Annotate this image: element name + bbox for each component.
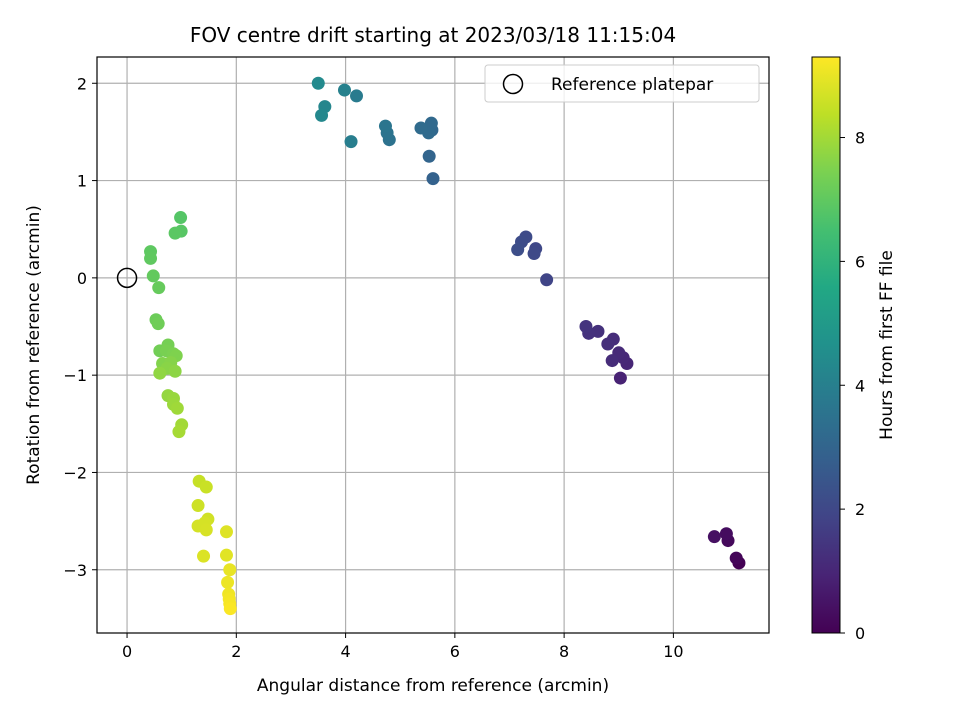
x-tick-label: 6 [450,642,460,661]
drift-point [729,551,743,565]
drift-point [601,337,615,351]
drift-point [168,364,182,378]
reference-platepar-marker [116,267,138,289]
x-tick-label: 8 [559,642,569,661]
drift-point [613,371,627,385]
drift-point [378,119,392,133]
drift-point [344,135,358,149]
drift-point [527,247,541,261]
drift-point [424,116,438,130]
y-tick-label: 2 [77,74,87,93]
drift-point [152,281,166,295]
drift-point [144,251,158,265]
drift-point [511,243,525,257]
colorbar: 0 2 4 6 8 Hours from first FF file [811,56,897,643]
drift-point [197,549,211,563]
colorbar-tick-label: 0 [855,624,865,643]
drift-point [172,425,186,439]
legend-reference-marker [502,73,524,95]
drift-point [540,273,554,287]
drift-point [337,83,351,97]
y-tick-label: 0 [77,269,87,288]
x-axis-label: Angular distance from reference (arcmin) [257,676,609,696]
drift-point [719,527,733,541]
grid-lines [97,57,769,633]
colorbar-gradient [811,56,841,634]
drift-point [311,76,325,90]
drift-point [221,575,235,589]
y-tick-label: −2 [63,463,87,482]
scatter-points [144,76,746,616]
drift-point [219,548,233,562]
drift-point [153,366,167,380]
colorbar-tick-label: 6 [855,252,865,271]
drift-point [414,121,428,135]
y-tick-label: 1 [77,172,87,191]
drift-point [170,401,184,415]
y-tick-label: −1 [63,366,87,385]
x-tick-label: 2 [231,642,241,661]
drift-point [707,530,721,544]
legend-box [484,64,760,103]
colorbar-label: Hours from first FF file [877,250,897,440]
plot-frame [96,56,770,634]
drift-point [191,499,205,513]
drift-point [422,149,436,163]
colorbar-tick-label: 2 [855,500,865,519]
drift-point [315,108,329,122]
x-tick-label: 0 [122,642,132,661]
drift-point [223,602,237,616]
x-axis-ticks: 0 2 4 6 8 10 [122,633,684,661]
y-axis-label: Rotation from reference (arcmin) [24,205,44,485]
y-tick-label: −3 [63,561,87,580]
drift-point [199,480,213,494]
drift-point [174,211,188,225]
drift-point [146,269,160,283]
legend-entry-reference-platepar: Reference platepar [551,75,713,95]
x-tick-label: 10 [663,642,683,661]
x-tick-label: 4 [340,642,350,661]
colorbar-tick-label: 4 [855,376,865,395]
drift-point [579,320,593,334]
drift-point [223,563,237,577]
colorbar-ticks: 0 2 4 6 8 [840,129,865,643]
drift-point [219,525,233,539]
y-axis-ticks: −3 −2 −1 0 1 2 [63,74,97,580]
drift-point [426,172,440,186]
legend: Reference platepar [484,64,760,103]
colorbar-tick-label: 8 [855,129,865,148]
drift-point [151,317,165,331]
drift-point [350,89,364,103]
drift-point [168,226,182,240]
drift-point [605,354,619,368]
chart-title: FOV centre drift starting at 2023/03/18 … [190,23,676,47]
drift-point [199,523,213,537]
